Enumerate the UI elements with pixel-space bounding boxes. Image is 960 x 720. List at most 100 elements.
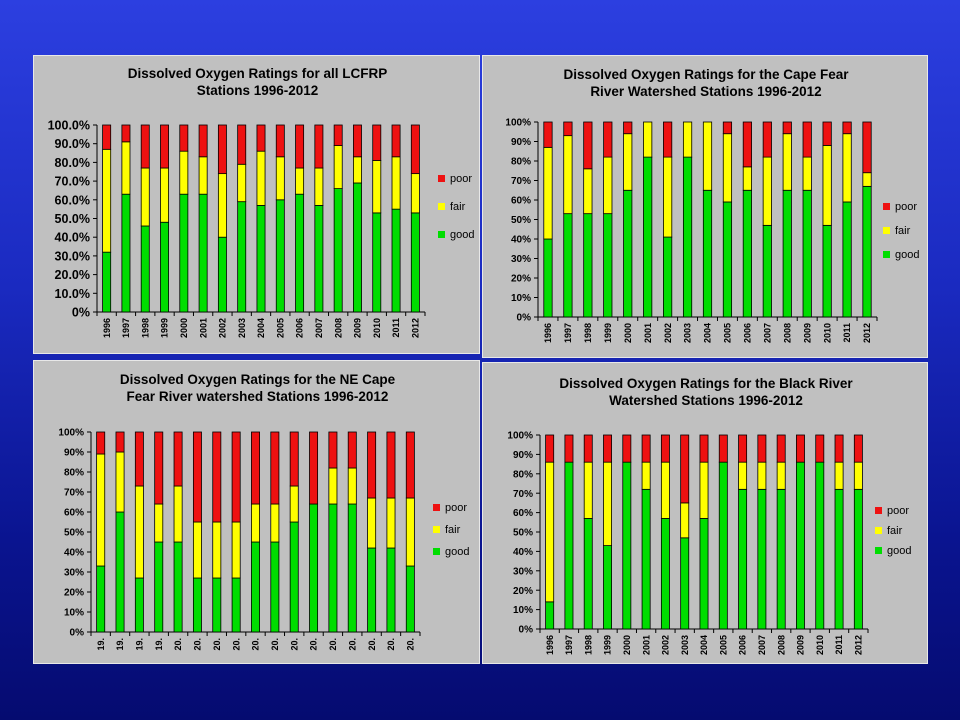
bar-segment-poor <box>762 121 772 158</box>
bar-segment-poor <box>564 434 574 463</box>
bar-segment-poor <box>275 124 285 158</box>
bar-segment-fair <box>134 485 144 579</box>
bar-segment-poor <box>173 431 183 487</box>
y-tick-label: 50% <box>511 215 531 226</box>
bar-segment-poor <box>796 434 805 463</box>
bar-segment-poor <box>815 434 825 463</box>
y-tick-label: 100% <box>505 118 531 129</box>
bar-segment-good <box>333 188 343 313</box>
bar-segment-fair <box>663 156 673 238</box>
bar-segment-good <box>134 577 144 633</box>
y-tick-label: 30% <box>511 254 531 265</box>
bar-segment-fair <box>231 521 241 579</box>
bar-segment-poor <box>822 121 832 146</box>
y-tick-label: 50% <box>513 528 533 539</box>
bar-segment-good <box>622 461 632 630</box>
x-tick-label: 1998 <box>583 635 593 655</box>
bar-segment-good <box>722 201 733 318</box>
x-tick-label: 20. <box>270 638 280 651</box>
bar-segment-good <box>270 541 280 633</box>
bar-segment-poor <box>237 124 247 165</box>
legend-swatch-poor <box>433 504 440 511</box>
bar-segment-fair <box>603 156 613 215</box>
bar-segment-poor <box>603 434 612 463</box>
bar-segment-poor <box>328 431 338 469</box>
legend-label-poor: poor <box>445 502 467 514</box>
bar-segment-good <box>328 503 338 633</box>
x-tick-label: 20. <box>328 638 338 651</box>
y-tick-label: 90% <box>64 448 84 459</box>
x-tick-label: 1997 <box>121 318 131 338</box>
x-tick-label: 2009 <box>802 323 812 343</box>
bar-segment-poor <box>270 431 280 505</box>
bar-segment-poor <box>802 121 812 158</box>
x-tick-label: 19. <box>135 638 145 651</box>
bar-segment-fair <box>367 497 377 549</box>
bar-segment-fair <box>641 461 651 490</box>
bar-segment-fair <box>347 467 357 505</box>
bar-segment-good <box>96 565 106 633</box>
bar-segment-poor <box>757 434 767 463</box>
x-tick-label: 19. <box>115 638 125 651</box>
x-tick-label: 1999 <box>160 318 170 338</box>
x-tick-label: 2009 <box>353 318 363 338</box>
bar-segment-poor <box>862 121 872 174</box>
y-tick-label: 80% <box>513 469 533 480</box>
legend-label-good: good <box>445 546 469 558</box>
x-tick-label: 2003 <box>683 323 693 343</box>
legend-swatch-good <box>875 547 882 554</box>
bar-segment-good <box>776 488 786 630</box>
bar-segment-good <box>834 488 844 630</box>
bar-segment-good <box>405 565 415 633</box>
chart-title-line-2: Stations 1996-2012 <box>196 83 319 98</box>
bar-segment-poor <box>353 124 362 158</box>
y-tick-label: 70% <box>513 489 533 500</box>
chart-plot: 0% 10.0% 20.0% 30.0% 40.0% 50.0% 60.0% 70.0% 80.… <box>48 119 475 339</box>
bar-segment-fair <box>256 150 266 206</box>
bar-segment-poor <box>367 431 377 499</box>
y-tick-label: 0% <box>517 313 532 324</box>
bar-segment-fair <box>583 461 593 519</box>
legend-swatch-good <box>433 548 440 555</box>
x-tick-label: 2001 <box>198 318 208 338</box>
bar-segment-fair <box>623 133 633 191</box>
legend-swatch-good <box>438 231 445 238</box>
bar-segment-poor <box>583 121 593 170</box>
bar-segment-good <box>121 193 131 313</box>
bar-segment-good <box>564 461 574 630</box>
legend-swatch-fair <box>883 227 890 234</box>
x-tick-label: 2007 <box>314 318 324 338</box>
bar-segment-fair <box>102 148 112 253</box>
y-tick-label: 10.0% <box>55 287 90 301</box>
bar-segment-good <box>309 503 319 633</box>
bar-segment-fair <box>643 121 653 158</box>
bar-segment-good <box>563 213 573 318</box>
legend-swatch-fair <box>875 527 882 534</box>
x-tick-label: 20. <box>367 638 377 651</box>
bar-segment-poor <box>742 121 752 168</box>
bar-segment-poor <box>160 124 169 169</box>
bar-segment-poor <box>333 124 343 146</box>
bar-segment-poor <box>842 121 852 135</box>
x-tick-label: 2005 <box>723 323 733 343</box>
bar-segment-good <box>757 488 767 630</box>
y-tick-label: 60% <box>513 508 533 519</box>
x-tick-label: 1997 <box>564 635 574 655</box>
bar-segment-good <box>367 547 377 633</box>
bar-segment-poor <box>718 434 728 463</box>
y-tick-label: 20.0% <box>55 268 90 282</box>
bar-segment-fair <box>410 173 420 214</box>
chart-panel-cape-fear: Dissolved Oxygen Ratings for the Cape Fe… <box>482 55 928 358</box>
y-tick-label: 0% <box>72 306 90 320</box>
bar-segment-fair <box>333 145 343 189</box>
bar-segment-poor <box>545 434 555 463</box>
bar-segment-poor <box>680 434 690 504</box>
x-tick-label: 20. <box>386 638 396 651</box>
bar-segment-poor <box>853 434 863 463</box>
x-tick-label: 2000 <box>622 635 632 655</box>
bar-segment-good <box>680 537 690 630</box>
bar-segment-good <box>603 545 612 630</box>
bar-segment-good <box>386 547 396 633</box>
bar-segment-good <box>802 189 812 318</box>
y-tick-label: 60.0% <box>55 193 90 207</box>
